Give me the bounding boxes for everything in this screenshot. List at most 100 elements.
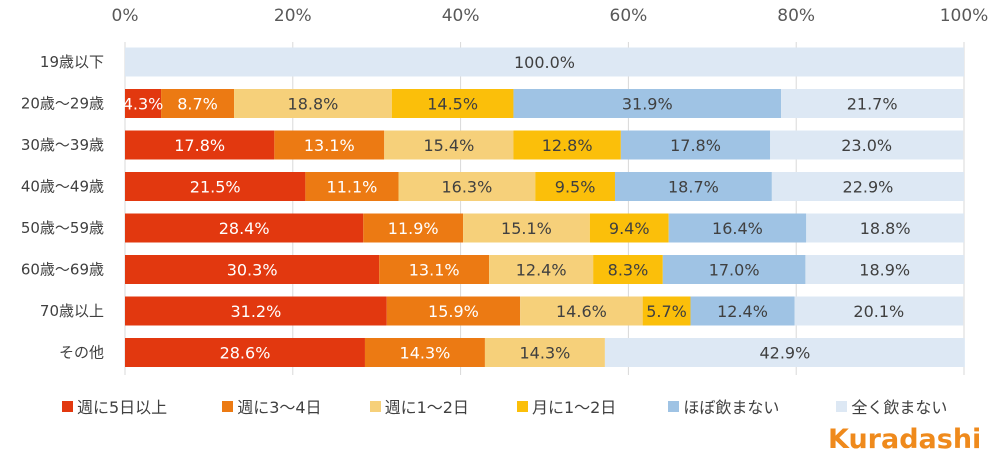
data-label: 17.8% [670, 136, 721, 155]
bar-segment [125, 89, 162, 118]
data-label: 8.3% [608, 261, 649, 280]
x-tick-label: 80% [777, 6, 815, 26]
data-label: 11.1% [327, 178, 378, 197]
bar-segment [620, 130, 771, 160]
bar-segment [593, 255, 663, 284]
bar-segment [125, 47, 964, 77]
bar-segment [274, 130, 385, 160]
data-label: 14.6% [556, 302, 607, 321]
bar-segment [125, 338, 365, 367]
bar-segment [161, 89, 235, 118]
bar-segment [604, 338, 965, 367]
data-label: 21.5% [190, 178, 241, 197]
legend-item: ほぼ飲まない [668, 394, 779, 418]
data-label: 9.5% [555, 178, 596, 197]
legend-label: ほぼ飲まない [683, 398, 780, 417]
bar-segment [363, 213, 464, 243]
bar-segment [364, 338, 485, 367]
bar-segment [398, 172, 536, 201]
bar-segment [589, 213, 669, 243]
legend-swatch [836, 400, 848, 412]
legend-label: 週に5日以上 [77, 398, 168, 417]
data-label: 16.3% [441, 178, 492, 197]
bar-segment [805, 255, 964, 284]
bar-segment [668, 213, 807, 243]
bar-segment [384, 130, 514, 160]
data-label: 31.9% [622, 95, 673, 114]
data-label: 18.8% [288, 95, 339, 114]
data-label: 28.6% [220, 344, 271, 363]
data-label: 15.1% [501, 219, 552, 238]
x-tick-label: 40% [442, 6, 480, 26]
category-label: 19歳以下 [40, 53, 104, 71]
bar-segment [484, 338, 605, 367]
data-label: 31.2% [230, 302, 281, 321]
data-label: 14.5% [427, 95, 478, 114]
bar-segment [520, 296, 643, 326]
bar-segment [771, 172, 964, 201]
legend-swatch [668, 400, 680, 412]
legend-swatch [62, 400, 73, 412]
data-label: 14.3% [520, 344, 571, 363]
bar-segment [535, 172, 615, 201]
data-label: 18.8% [860, 219, 911, 238]
data-label: 16.4% [712, 219, 763, 238]
bar-segment [513, 89, 782, 118]
data-label: 14.3% [400, 344, 451, 363]
bar-segment [489, 255, 594, 284]
x-tick-label: 0% [112, 6, 139, 26]
data-label: 15.4% [423, 136, 474, 155]
data-label: 21.7% [847, 95, 898, 114]
data-label: 30.3% [227, 261, 278, 280]
bar-segment [794, 296, 964, 326]
legend-label: 全く飲まない [851, 398, 948, 417]
data-label: 12.8% [542, 136, 593, 155]
bars [125, 47, 965, 367]
x-tick-label: 100% [940, 6, 989, 26]
data-label: 100.0% [514, 53, 575, 72]
bar-segment [379, 255, 490, 284]
legend-swatch [222, 400, 234, 412]
data-label: 22.9% [843, 178, 894, 197]
legend-swatch [516, 400, 528, 412]
x-tick-label: 60% [610, 6, 648, 26]
legend-item: 月に1～2日 [516, 394, 617, 418]
bar-segment [386, 296, 521, 326]
bar-segment [806, 213, 964, 243]
category-label: 50歳～59歳 [21, 219, 104, 237]
bar-segment [513, 130, 621, 160]
legend-item: 週に5日以上 [62, 394, 167, 418]
bar-segment [391, 89, 514, 118]
data-label: 28.4% [219, 219, 270, 238]
data-label: 12.4% [717, 302, 768, 321]
legend-item: 週に3～4日 [222, 394, 322, 418]
bar-segment [125, 296, 387, 326]
bar-segment [662, 255, 806, 284]
legend-label: 週に1～2日 [384, 398, 469, 417]
bar-segment [125, 130, 275, 160]
legend-label: 週に3～4日 [237, 398, 322, 417]
data-label: 12.4% [516, 261, 567, 280]
legend: 週に5日以上 週に3～4日 週に1～2日 月に1～2日 ほぼ飲まない 全く飲まない [62, 394, 947, 418]
category-label: 30歳～39歳 [21, 136, 104, 154]
kuradashi-logo: Kuradashi [828, 424, 982, 455]
bar-segment [690, 296, 795, 326]
data-label: 13.1% [304, 136, 355, 155]
category-label: 60歳～69歳 [21, 261, 104, 279]
legend-item: 週に1～2日 [369, 394, 469, 418]
legend-label: 月に1～2日 [531, 398, 617, 417]
data-label: 8.7% [177, 95, 218, 114]
bar-segment [125, 255, 380, 284]
data-label: 20.1% [853, 302, 904, 321]
bar-segment [305, 172, 399, 201]
x-tick-label: 20% [274, 6, 312, 26]
data-label: 18.7% [668, 178, 719, 197]
data-label: 13.1% [409, 261, 460, 280]
legend-item: 全く飲まない [836, 394, 947, 418]
data-label: 17.0% [709, 261, 760, 280]
data-label: 15.9% [428, 302, 479, 321]
bar-segment [642, 296, 691, 326]
data-label: 9.4% [609, 219, 650, 238]
bar-segment [125, 172, 306, 201]
bar-segment [781, 89, 964, 118]
